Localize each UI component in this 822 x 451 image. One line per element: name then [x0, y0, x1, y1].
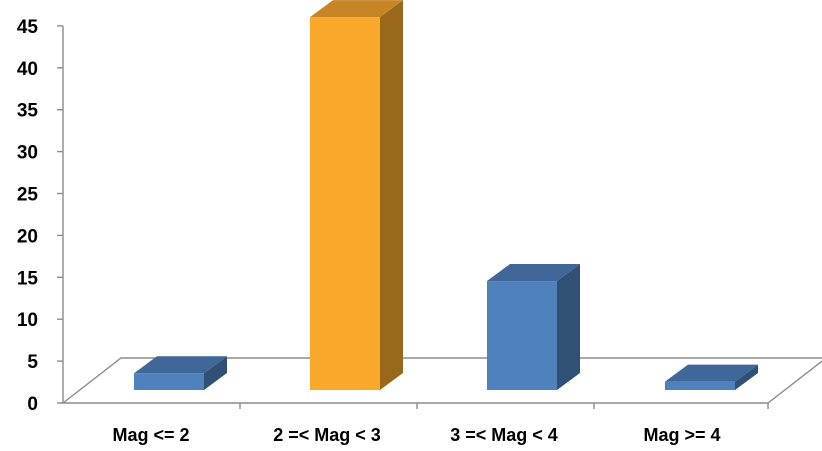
bar-top — [134, 356, 227, 374]
y-tick-label: 15 — [17, 268, 39, 289]
category-labels: Mag <= 2 2 =< Mag < 3 3 =< Mag < 4 Mag >= 4 — [112, 425, 720, 445]
bar-side — [557, 264, 580, 390]
y-tick-labels: 0 5 10 15 20 25 30 35 40 45 — [17, 17, 39, 415]
y-tick-label: 10 — [17, 310, 38, 331]
bar-front — [665, 381, 735, 390]
category-label: 2 =< Mag < 3 — [273, 425, 381, 445]
bar-side — [735, 364, 758, 390]
y-tick-label: 20 — [17, 226, 38, 247]
bar-front — [487, 281, 557, 390]
category-label: Mag <= 2 — [112, 425, 189, 445]
y-tick-label: 45 — [17, 17, 39, 38]
y-tick-label: 0 — [27, 394, 38, 415]
bar-series — [134, 0, 758, 391]
bar — [310, 0, 403, 391]
bar — [665, 364, 758, 390]
y-tick-label: 40 — [17, 59, 38, 80]
bar-front — [310, 17, 380, 391]
bar-front — [134, 373, 204, 390]
chart-floor — [60, 357, 822, 404]
value-axis — [57, 25, 769, 409]
y-tick-label: 35 — [17, 101, 39, 122]
bar-top — [310, 0, 403, 18]
category-label: Mag >= 4 — [643, 425, 720, 445]
y-tick-label: 5 — [27, 352, 38, 373]
bar-top — [665, 364, 758, 382]
bar — [134, 356, 227, 390]
y-tick-label: 30 — [17, 143, 38, 164]
bar — [487, 264, 580, 390]
category-label: 3 =< Mag < 4 — [450, 425, 558, 445]
bar-side — [380, 0, 403, 391]
bar-top — [487, 264, 580, 282]
bar-side — [204, 356, 227, 390]
floor-outline — [60, 357, 822, 404]
y-tick-label: 25 — [17, 185, 39, 206]
